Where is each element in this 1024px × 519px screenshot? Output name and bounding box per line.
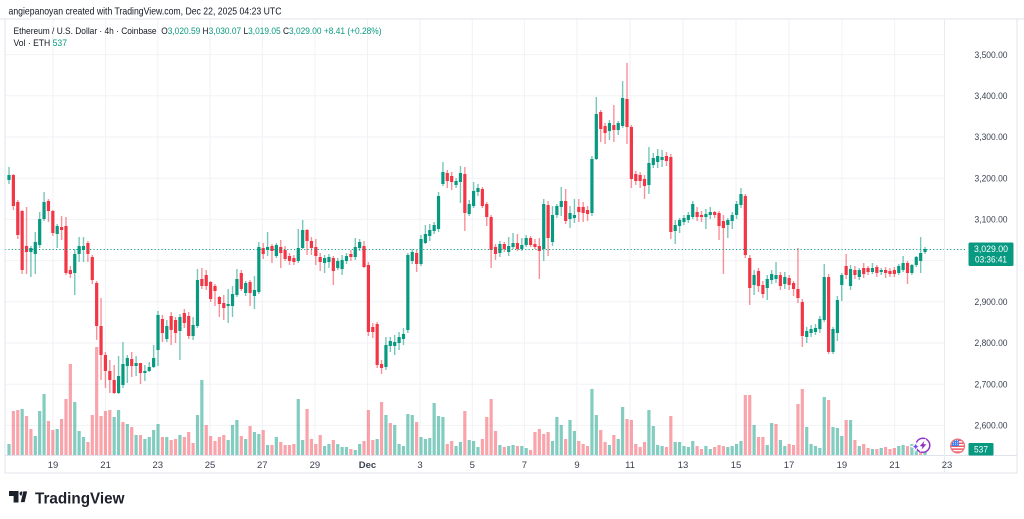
svg-text:2,700.00: 2,700.00 bbox=[975, 379, 1008, 390]
svg-text:3,100.00: 3,100.00 bbox=[975, 215, 1008, 226]
svg-text:21: 21 bbox=[889, 460, 900, 471]
svg-text:29: 29 bbox=[310, 460, 321, 471]
svg-text:23: 23 bbox=[942, 460, 953, 471]
svg-text:3,500.00: 3,500.00 bbox=[975, 50, 1008, 61]
svg-text:3,029.00: 3,029.00 bbox=[974, 244, 1008, 255]
svg-text:Dec: Dec bbox=[359, 460, 376, 471]
svg-text:3,400.00: 3,400.00 bbox=[975, 91, 1008, 102]
svg-text:15: 15 bbox=[731, 460, 742, 471]
svg-text:2,900.00: 2,900.00 bbox=[975, 297, 1008, 308]
svg-text:7: 7 bbox=[522, 460, 527, 471]
svg-text:angiepanoyan created with Trad: angiepanoyan created with TradingView.co… bbox=[9, 6, 282, 18]
svg-text:03:36:41: 03:36:41 bbox=[975, 255, 1007, 265]
svg-text:537: 537 bbox=[974, 444, 988, 455]
svg-text:19: 19 bbox=[837, 460, 848, 471]
svg-text:Ethereum / U.S. Dollar · 4h ·: Ethereum / U.S. Dollar · 4h · Coinbase O… bbox=[14, 26, 382, 37]
svg-text:3: 3 bbox=[417, 460, 422, 471]
svg-text:13: 13 bbox=[678, 460, 689, 471]
svg-text:Vol · ETH 537: Vol · ETH 537 bbox=[14, 38, 68, 49]
svg-text:11: 11 bbox=[625, 460, 635, 471]
svg-text:21: 21 bbox=[100, 460, 111, 471]
svg-text:3,300.00: 3,300.00 bbox=[975, 132, 1008, 143]
svg-text:9: 9 bbox=[574, 460, 579, 471]
svg-text:27: 27 bbox=[257, 460, 268, 471]
svg-text:19: 19 bbox=[48, 460, 59, 471]
svg-text:TradingView: TradingView bbox=[35, 491, 125, 508]
svg-text:25: 25 bbox=[205, 460, 216, 471]
svg-text:2,600.00: 2,600.00 bbox=[975, 421, 1008, 432]
svg-text:2,800.00: 2,800.00 bbox=[975, 338, 1008, 349]
svg-text:23: 23 bbox=[153, 460, 164, 471]
svg-text:17: 17 bbox=[784, 460, 795, 471]
svg-text:5: 5 bbox=[470, 460, 475, 471]
svg-text:3,200.00: 3,200.00 bbox=[975, 173, 1008, 184]
